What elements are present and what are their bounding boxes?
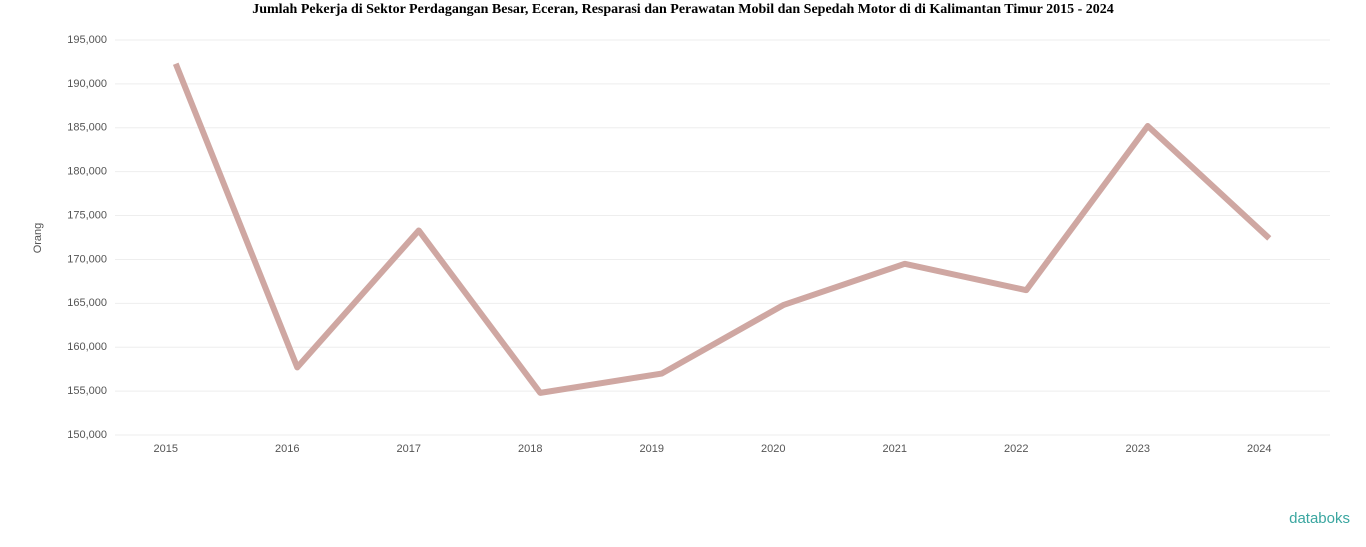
- y-tick-label: 170,000: [67, 253, 107, 265]
- y-tick-label: 165,000: [67, 297, 107, 309]
- y-tick-label: 150,000: [67, 429, 107, 441]
- chart-title: Jumlah Pekerja di Sektor Perdagangan Bes…: [252, 2, 1114, 17]
- watermark: databoks: [1289, 510, 1350, 527]
- y-tick-label: 155,000: [67, 385, 107, 397]
- x-tick-label: 2019: [640, 443, 664, 455]
- line: [172, 62, 1272, 396]
- x-tick-label: 2023: [1126, 443, 1150, 455]
- y-tick-label: 175,000: [67, 209, 107, 221]
- y-tick-label: 195,000: [67, 34, 107, 46]
- x-tick-label: 2016: [275, 443, 299, 455]
- x-tick-label: 2022: [1004, 443, 1028, 455]
- y-tick-label: 185,000: [67, 122, 107, 134]
- x-tick-label: 2017: [397, 443, 421, 455]
- x-tick-label: 2018: [518, 443, 542, 455]
- y-tick-label: 160,000: [67, 341, 107, 353]
- y-axis-label: Orang: [32, 223, 44, 254]
- y-tick-label: 180,000: [67, 166, 107, 178]
- x-tick-label: 2021: [883, 443, 907, 455]
- x-tick-label: 2020: [761, 443, 785, 455]
- y-tick-label: 190,000: [67, 78, 107, 90]
- x-tick-label: 2024: [1247, 443, 1271, 455]
- x-tick-label: 2015: [154, 443, 178, 455]
